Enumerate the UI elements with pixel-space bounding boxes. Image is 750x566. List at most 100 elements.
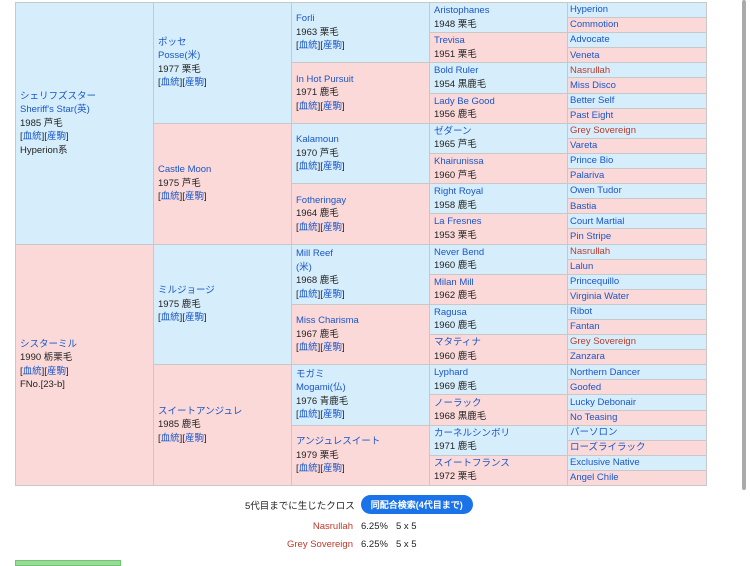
- horse-name-link[interactable]: Exclusive Native: [570, 457, 640, 469]
- horse-alt-name-link[interactable]: Sheriff's Star(英): [20, 104, 90, 115]
- horse-name-link[interactable]: ノーラック: [434, 397, 482, 409]
- horse-name-link[interactable]: ポッセ: [158, 36, 187, 48]
- pedigree-link[interactable]: 血統: [298, 100, 318, 112]
- horse-name-link[interactable]: Court Martial: [570, 215, 625, 227]
- horse-name-link[interactable]: Past Eight: [570, 109, 614, 121]
- offspring-link[interactable]: 産駒: [184, 191, 204, 203]
- horse-name-link[interactable]: Vareta: [570, 140, 598, 152]
- offspring-link[interactable]: 産駒: [46, 131, 66, 142]
- pedigree-link[interactable]: 血統: [160, 432, 180, 444]
- horse-name-link[interactable]: Zanzara: [570, 351, 605, 363]
- horse-name-link[interactable]: Princequillo: [570, 275, 620, 287]
- horse-name-link[interactable]: マタティナ: [434, 337, 481, 349]
- horse-name-link[interactable]: Nasrullah: [570, 64, 611, 76]
- horse-name-link[interactable]: Kalamoun: [296, 134, 339, 146]
- horse-name-link[interactable]: Fotheringay: [296, 194, 347, 206]
- cross-horse-link[interactable]: Grey Sovereign: [286, 539, 353, 550]
- horse-alt-name-link[interactable]: (米): [296, 261, 312, 273]
- horse-name-link[interactable]: Bastia: [570, 200, 597, 212]
- horse-name-link[interactable]: Virginia Water: [570, 291, 630, 303]
- horse-name-link[interactable]: Never Bend: [434, 246, 485, 258]
- horse-name-link[interactable]: Ribot: [570, 306, 593, 318]
- horse-name-link[interactable]: Nasrullah: [570, 245, 611, 257]
- horse-name-link[interactable]: Khairunissa: [434, 156, 484, 168]
- horse-name-link[interactable]: Miss Charisma: [296, 315, 359, 327]
- horse-name-link[interactable]: シスターミル: [20, 338, 78, 350]
- horse-name-link[interactable]: Veneta: [570, 49, 600, 61]
- offspring-link[interactable]: 産駒: [322, 100, 342, 112]
- pedigree-link[interactable]: 血統: [298, 409, 318, 421]
- offspring-link[interactable]: 産駒: [184, 312, 204, 324]
- horse-name-link[interactable]: Hyperion: [570, 4, 609, 16]
- offspring-link[interactable]: 産駒: [322, 342, 342, 354]
- horse-name-link[interactable]: Miss Disco: [570, 79, 616, 91]
- pedigree-link[interactable]: 血統: [298, 161, 318, 173]
- horse-name-link[interactable]: Commotion: [570, 19, 619, 31]
- scrollbar[interactable]: [742, 0, 746, 490]
- horse-name-link[interactable]: La Fresnes: [434, 216, 482, 228]
- horse-name-link[interactable]: ミルジョージ: [158, 285, 215, 297]
- similar-mating-search-button[interactable]: 同配合検索(4代目まで): [360, 495, 473, 514]
- horse-name-link[interactable]: モガミ: [296, 368, 325, 380]
- green-button-edge[interactable]: [15, 560, 121, 566]
- horse-name-link[interactable]: In Hot Pursuit: [296, 73, 354, 85]
- horse-name-link[interactable]: パーソロン: [570, 426, 618, 438]
- offspring-link[interactable]: 産駒: [184, 77, 204, 89]
- horse-name-link[interactable]: Goofed: [570, 381, 602, 393]
- horse-name-link[interactable]: スイートアンジュレ: [158, 405, 243, 417]
- horse-name-link[interactable]: Better Self: [570, 94, 615, 106]
- horse-name-link[interactable]: Lady Be Good: [434, 95, 495, 107]
- horse-name-link[interactable]: Right Royal: [434, 186, 484, 198]
- horse-name-link[interactable]: Aristophanes: [434, 5, 490, 17]
- offspring-link[interactable]: 産駒: [322, 40, 342, 52]
- horse-name-link[interactable]: Advocate: [570, 34, 610, 46]
- horse-name-link[interactable]: Forli: [296, 13, 315, 25]
- horse-name-link[interactable]: アンジュレスイート: [296, 436, 381, 448]
- horse-name-link[interactable]: Prince Bio: [570, 155, 614, 167]
- pedigree-link[interactable]: 血統: [298, 463, 318, 475]
- horse-name-link[interactable]: Trevisa: [434, 35, 465, 47]
- horse-name-link[interactable]: Ragusa: [434, 306, 467, 318]
- pedigree-link[interactable]: 血統: [22, 365, 42, 377]
- horse-name-link[interactable]: No Teasing: [570, 411, 618, 423]
- pedigree-link[interactable]: 血統: [298, 342, 318, 354]
- pedigree-link[interactable]: 血統: [160, 77, 180, 89]
- offspring-link[interactable]: 産駒: [322, 161, 342, 173]
- offspring-link[interactable]: 産駒: [322, 409, 342, 421]
- offspring-link[interactable]: 産駒: [322, 463, 342, 475]
- offspring-link[interactable]: 産駒: [322, 288, 342, 300]
- horse-name-link[interactable]: ゼダーン: [434, 125, 472, 137]
- horse-name-link[interactable]: シェリフズスター: [20, 90, 97, 102]
- horse-name-link[interactable]: スイートフランス: [434, 457, 510, 469]
- horse-alt-name-link[interactable]: Posse(米): [158, 50, 201, 62]
- horse-name-link[interactable]: Lyphard: [434, 367, 468, 379]
- horse-name-link[interactable]: Lucky Debonair: [570, 396, 637, 408]
- horse-name-link[interactable]: カーネルシンボリ: [434, 427, 511, 439]
- pedigree-link[interactable]: 血統: [22, 131, 42, 142]
- horse-name-link[interactable]: Angel Chile: [570, 472, 619, 484]
- pedigree-cell-gen5: Grey Sovereign: [567, 334, 707, 351]
- horse-name-link[interactable]: Palariva: [570, 170, 605, 182]
- offspring-link[interactable]: 産駒: [322, 221, 342, 233]
- pedigree-link[interactable]: 血統: [160, 191, 180, 203]
- horse-name-link[interactable]: Northern Dancer: [570, 366, 641, 378]
- horse-name-link[interactable]: Pin Stripe: [570, 230, 612, 242]
- pedigree-link[interactable]: 血統: [298, 40, 318, 52]
- horse-name-link[interactable]: Fantan: [570, 321, 600, 333]
- offspring-link[interactable]: 産駒: [46, 365, 66, 377]
- cross-horse-link[interactable]: Nasrullah: [312, 521, 353, 532]
- pedigree-link[interactable]: 血統: [298, 221, 318, 233]
- pedigree-link[interactable]: 血統: [298, 288, 318, 300]
- horse-alt-name-link[interactable]: Mogami(仏): [296, 382, 346, 394]
- horse-name-link[interactable]: Mill Reef: [296, 248, 333, 260]
- horse-name-link[interactable]: Grey Sovereign: [570, 125, 637, 137]
- horse-name-link[interactable]: Grey Sovereign: [570, 336, 637, 348]
- horse-name-link[interactable]: Castle Moon: [158, 164, 212, 176]
- offspring-link[interactable]: 産駒: [184, 432, 204, 444]
- horse-name-link[interactable]: Milan Mill: [434, 276, 474, 288]
- horse-name-link[interactable]: ローズライラック: [570, 442, 646, 454]
- horse-name-link[interactable]: Lalun: [570, 260, 594, 272]
- pedigree-link[interactable]: 血統: [160, 312, 180, 324]
- horse-name-link[interactable]: Bold Ruler: [434, 65, 479, 77]
- horse-name-link[interactable]: Owen Tudor: [570, 185, 622, 197]
